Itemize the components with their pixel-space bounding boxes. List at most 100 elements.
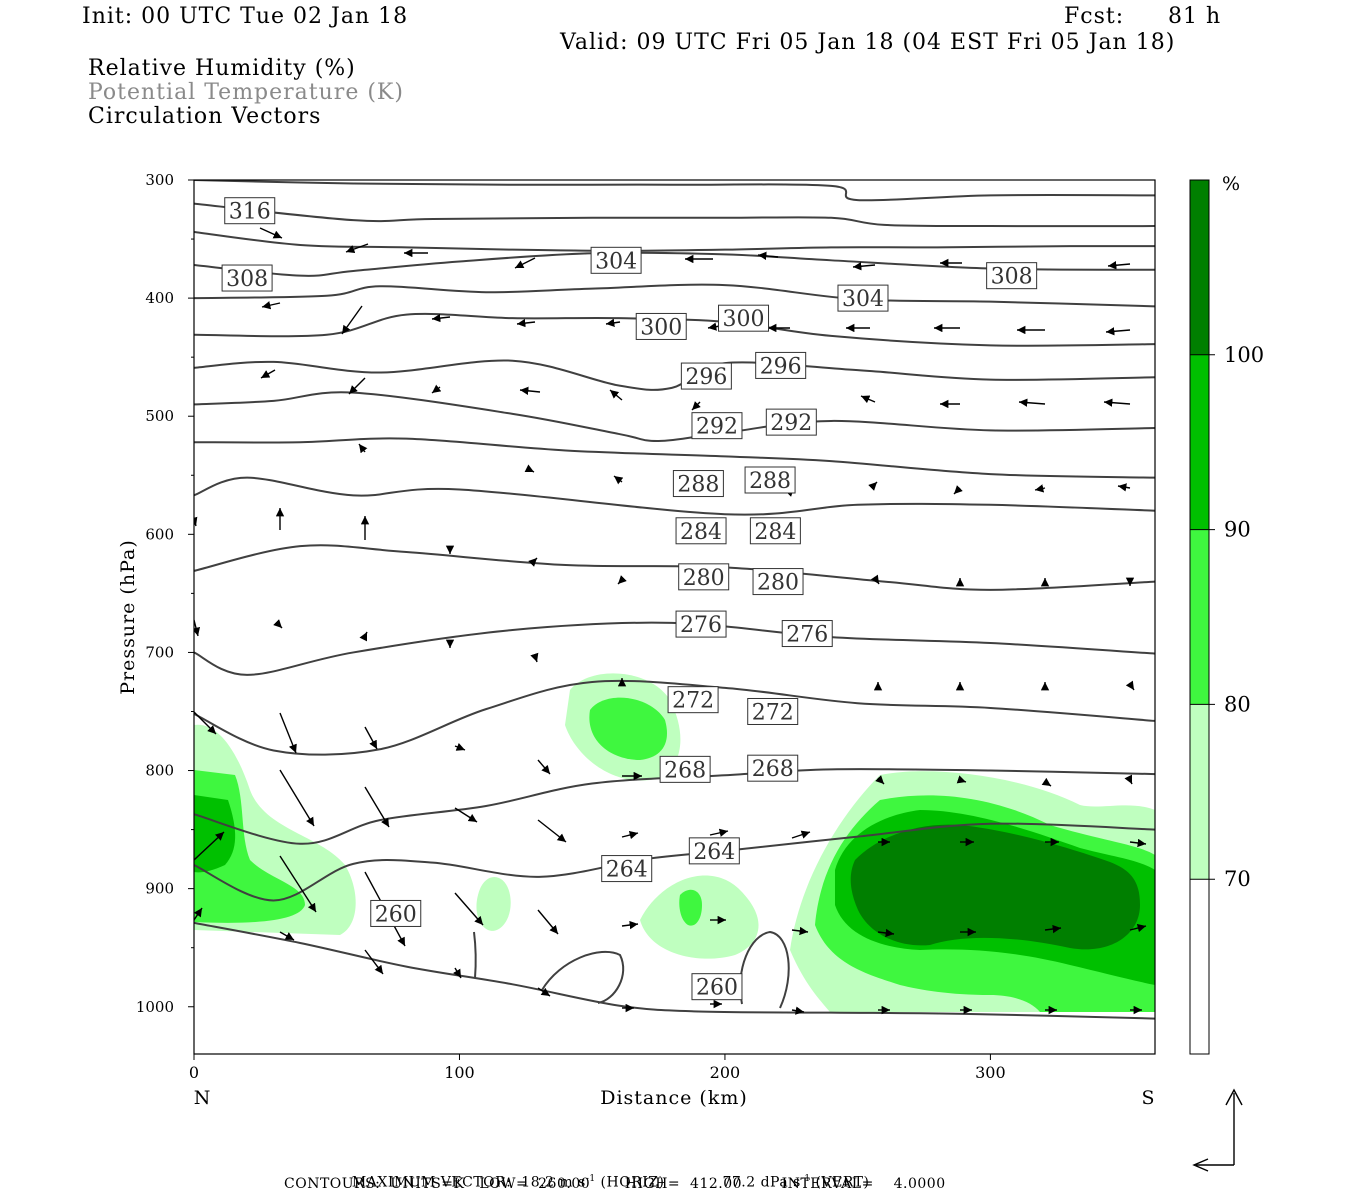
- wind-vector-arrow: [454, 807, 478, 823]
- colorbar-level-label: 90: [1224, 518, 1251, 542]
- wind-vector-arrow: [868, 481, 878, 491]
- contour-label-text: 264: [606, 858, 648, 883]
- theta-contours: [194, 180, 1155, 1020]
- wind-vector-arrow: [860, 395, 876, 404]
- wind-vector-arrow: [530, 652, 539, 663]
- theta-contour-line: [194, 679, 1155, 756]
- contour-label-text: 296: [760, 354, 802, 379]
- wind-vector-arrow: [528, 557, 538, 567]
- x-tick-label: 100: [444, 1063, 475, 1082]
- contour-label: 268: [747, 754, 799, 782]
- theta-contour-line: [473, 931, 477, 979]
- wind-vector-arrow: [259, 227, 283, 239]
- contour-label-text: 300: [640, 315, 682, 340]
- contour-label-text: 288: [677, 473, 719, 498]
- wind-vector-arrow: [537, 909, 559, 935]
- contour-label-text: 304: [842, 287, 884, 312]
- contour-label-text: 292: [696, 415, 738, 440]
- contour-label-text: 276: [786, 623, 828, 648]
- colorbar: 100 90 80 70%: [1189, 173, 1264, 1055]
- contour-label-text: 308: [991, 265, 1033, 290]
- wind-vector-arrow: [516, 318, 536, 328]
- wind-vector-arrow: [791, 1006, 805, 1015]
- wind-vector-arrow: [279, 769, 315, 827]
- colorbar-level-label: 80: [1224, 692, 1251, 716]
- wind-vector-arrow: [621, 920, 639, 930]
- wind-vector-arrow: [273, 619, 283, 629]
- theta-contour-line: [541, 950, 625, 1004]
- rh90-region: [194, 795, 236, 873]
- wind-vector-arrow: [519, 386, 541, 396]
- contour-label-text: 260: [375, 902, 417, 927]
- wind-vector-arrow: [537, 987, 551, 997]
- contour-label-text: 316: [229, 200, 271, 225]
- contour-label-text: 272: [752, 700, 794, 725]
- contour-label: 280: [752, 568, 804, 596]
- wind-vector-arrow: [279, 855, 317, 913]
- wind-vector-arrow: [364, 786, 390, 828]
- field-relative-humidity: Relative Humidity (%): [88, 56, 356, 81]
- wind-vector-arrow: [364, 949, 384, 975]
- y-tick-label: 600: [145, 525, 174, 543]
- theta-contour-line: [194, 312, 1155, 347]
- y-tick-label: 700: [145, 643, 174, 661]
- wind-vector-arrow: [791, 926, 809, 936]
- wind-vector-arrow: [514, 257, 536, 269]
- wind-vector-arrow: [1034, 484, 1046, 493]
- field-potential-temperature: Potential Temperature (K): [88, 80, 404, 105]
- contour-info: CONTOURS: UNITS=K LOW= 260.00 HIGH= 412.…: [284, 1176, 946, 1192]
- contour-label: 304: [837, 284, 889, 312]
- contour-label: 300: [635, 312, 687, 340]
- contour-label: 296: [680, 362, 732, 390]
- theta-contour-line: [194, 476, 1155, 516]
- wind-vector-arrow: [621, 830, 639, 840]
- wind-vector-arrow: [605, 318, 621, 327]
- vert-tag: (VERT): [810, 1174, 870, 1191]
- wind-vector-arrow: [194, 907, 203, 921]
- contour-label: 284: [749, 517, 801, 545]
- contour-label: 296: [755, 351, 807, 379]
- colorbar-unit: %: [1222, 173, 1240, 195]
- wind-vector-arrow: [364, 726, 378, 750]
- wind-vector-arrow: [279, 931, 295, 941]
- contour-label: 264: [601, 855, 653, 883]
- theta-contour-line: [194, 391, 1155, 443]
- contour-label-text: 272: [672, 689, 714, 714]
- wind-vector-arrow: [345, 243, 369, 254]
- wind-vector-arrow: [453, 967, 462, 979]
- x-axis-label: Distance (km): [600, 1087, 748, 1109]
- contour-label: 284: [675, 517, 727, 545]
- y-tick-label: 1000: [136, 998, 174, 1016]
- max-vector-horiz: MAXIMUM VECTOR: 18.2 m s: [351, 1174, 586, 1191]
- x-end-north-label: N: [194, 1087, 211, 1109]
- wind-vector-arrow: [870, 574, 880, 585]
- theta-contour-line: [194, 180, 1155, 202]
- circulation-vectors: [194, 227, 1147, 1015]
- wind-vector-arrow: [1044, 924, 1062, 934]
- wind-vector-arrow: [431, 313, 451, 323]
- wind-vector-arrow: [261, 301, 281, 310]
- wind-vector-arrow: [953, 485, 963, 495]
- x-tick-label: 0: [189, 1063, 199, 1082]
- rh100-region: [850, 824, 1140, 950]
- forecast-hour-label: Fcst:: [1064, 4, 1125, 29]
- y-axis-label: Pressure (hPa): [117, 539, 139, 695]
- contour-label: 288: [672, 470, 724, 498]
- wind-vector-arrow: [348, 377, 366, 395]
- contour-label-text: 284: [680, 520, 722, 545]
- theta-contour-line: [194, 202, 1155, 228]
- wind-vector-arrow: [877, 928, 895, 938]
- wind-vector-arrow: [279, 712, 297, 754]
- contour-label-text: 288: [749, 469, 791, 494]
- contour-label-text: 264: [693, 840, 735, 865]
- rh80-region: [679, 889, 702, 926]
- colorbar-segment: [1190, 704, 1209, 880]
- contour-label-text: 304: [595, 249, 637, 274]
- contour-label: 276: [781, 620, 833, 648]
- contour-label-text: 268: [752, 757, 794, 782]
- rh-shading: [194, 673, 1155, 1012]
- contour-label: 268: [659, 755, 711, 783]
- wind-vector-arrow: [1129, 923, 1147, 933]
